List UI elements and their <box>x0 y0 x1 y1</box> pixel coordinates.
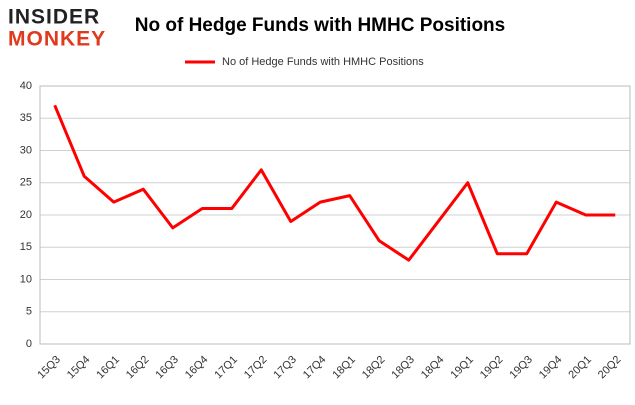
y-tick-label: 5 <box>26 306 32 318</box>
x-tick-label: 19Q2 <box>478 354 506 382</box>
x-tick-label: 20Q1 <box>566 354 594 382</box>
x-tick-label: 19Q1 <box>448 354 476 382</box>
y-tick-label: 30 <box>20 144 32 156</box>
y-tick-label: 0 <box>26 338 32 350</box>
x-tick-label: 16Q1 <box>94 354 122 382</box>
x-tick-label: 16Q3 <box>153 354 181 382</box>
x-tick-label: 18Q2 <box>360 354 388 382</box>
x-tick-label: 19Q4 <box>537 354 565 382</box>
x-tick-label: 15Q4 <box>65 354 93 382</box>
y-tick-label: 20 <box>20 209 32 221</box>
x-tick-label: 17Q2 <box>242 354 270 382</box>
y-tick-label: 35 <box>20 112 32 124</box>
y-tick-label: 25 <box>20 177 32 189</box>
x-tick-label: 18Q1 <box>330 354 358 382</box>
x-tick-label: 15Q3 <box>35 354 63 382</box>
x-tick-label: 19Q3 <box>507 354 535 382</box>
x-tick-label: 17Q4 <box>301 354 329 382</box>
y-tick-label: 15 <box>20 241 32 253</box>
x-tick-label: 16Q2 <box>124 354 152 382</box>
x-tick-label: 18Q3 <box>389 354 417 382</box>
data-line <box>53 104 616 262</box>
logo-bottom: MONKEY <box>8 28 106 51</box>
chart-title: No of Hedge Funds with HMHC Positions <box>135 15 505 36</box>
logo-top: INSIDER <box>8 6 100 29</box>
x-tick-label: 17Q3 <box>271 354 299 382</box>
plot-border <box>39 85 631 345</box>
x-tick-label: 16Q4 <box>183 354 211 382</box>
x-tick-label: 17Q1 <box>212 354 240 382</box>
x-tick-label: 20Q2 <box>596 354 624 382</box>
x-tick-label: 18Q4 <box>419 354 447 382</box>
legend-label: No of Hedge Funds with HMHC Positions <box>222 56 424 68</box>
y-tick-label: 10 <box>20 273 32 285</box>
y-tick-label: 40 <box>20 80 32 92</box>
